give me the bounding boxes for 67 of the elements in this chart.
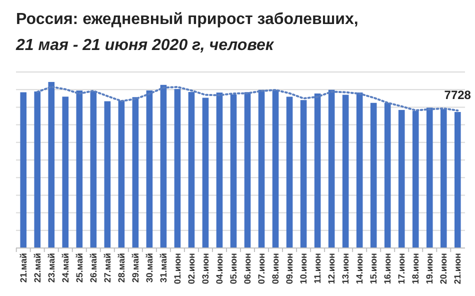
x-tick-label: 17.июн <box>396 253 407 284</box>
bar <box>300 100 307 248</box>
bar <box>244 92 251 248</box>
bar <box>384 102 391 248</box>
x-tick-label: 12.июн <box>326 253 337 284</box>
bar <box>132 97 139 248</box>
bar <box>342 94 349 248</box>
bar <box>216 92 223 248</box>
bar <box>314 93 321 248</box>
x-tick-label: 20.июн <box>438 253 449 284</box>
x-tick-label: 18.июн <box>410 253 421 284</box>
x-tick-label: 23.май <box>46 253 56 283</box>
bar <box>440 109 447 248</box>
bar <box>272 90 279 248</box>
bar <box>20 92 27 248</box>
bar <box>188 92 195 248</box>
x-tick-label: 16.июн <box>382 253 393 284</box>
bar <box>230 94 237 248</box>
bar <box>34 91 41 248</box>
x-tick-label: 13.июн <box>340 253 351 284</box>
bar <box>62 96 69 248</box>
x-tick-label: 15.июн <box>368 253 379 284</box>
bar <box>146 90 153 248</box>
x-tick-label: 01.июн <box>172 253 182 284</box>
x-tick-label: 24.май <box>60 253 70 283</box>
chart-subtitle: 21 мая - 21 июня 2020 г, человек <box>15 37 274 54</box>
data-label: 7728 <box>444 88 472 102</box>
x-tick-label: 31.май <box>158 253 168 283</box>
bar <box>370 102 377 248</box>
x-tick-label: 04.июн <box>214 253 224 284</box>
bar <box>398 110 405 248</box>
x-tick-label: 09.июн <box>284 253 295 284</box>
bar <box>356 92 363 248</box>
x-tick-label: 21.май <box>18 253 28 283</box>
x-tick-label: 10.июн <box>298 253 309 284</box>
x-tick-label: 06.июн <box>242 253 253 284</box>
bar <box>174 88 181 248</box>
x-tick-label: 08.июн <box>270 253 281 284</box>
x-tick-label: 21.июн <box>452 253 463 284</box>
x-tick-label: 22.май <box>32 253 42 283</box>
bar <box>412 110 419 248</box>
x-tick-label: 26.май <box>88 253 98 283</box>
x-tick-label: 19.июн <box>424 253 435 284</box>
x-tick-label: 11.июн <box>312 253 323 284</box>
bar <box>328 90 335 248</box>
x-tick-label: 30.май <box>144 253 154 283</box>
x-tick-label: 27.май <box>102 253 112 283</box>
x-tick-label: 29.май <box>130 253 140 283</box>
chart-title: Россия: ежедневный прирост заболевших, <box>16 11 358 28</box>
bar <box>76 90 83 248</box>
x-tick-label: 02.июн <box>186 253 196 284</box>
bar <box>104 101 111 248</box>
x-tick-label: 03.июн <box>200 253 210 284</box>
bar <box>160 84 167 248</box>
bar <box>90 91 97 248</box>
bar <box>48 82 55 248</box>
bar <box>118 100 125 248</box>
x-tick-label: 05.июн <box>228 253 238 284</box>
x-tick-label: 28.май <box>116 253 126 283</box>
bar <box>454 112 461 248</box>
x-tick-label: 14.июн <box>354 253 365 284</box>
bar <box>258 90 265 248</box>
bar <box>286 96 293 248</box>
bar <box>426 108 433 248</box>
bar <box>202 98 209 248</box>
x-tick-label: 07.июн <box>256 253 267 284</box>
x-tick-label: 25.май <box>74 253 84 283</box>
